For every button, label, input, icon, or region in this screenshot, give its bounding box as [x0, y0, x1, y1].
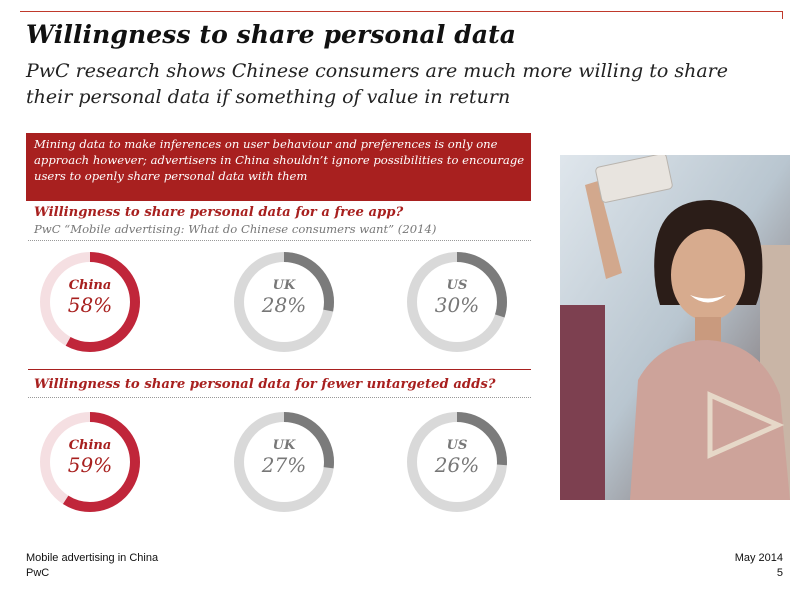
donut-china-free-app: [40, 252, 140, 352]
section-1-divider: [28, 240, 531, 241]
footer-left: Mobile advertising in China PwC: [26, 551, 158, 581]
donut-arc-us: [407, 412, 507, 512]
donut-label-uk-fewer-ads: UK 27%: [214, 438, 354, 477]
donut-value-uk-fewer-ads: 27%: [261, 453, 307, 477]
donut-value-uk-free-app: 28%: [261, 293, 307, 317]
donut-arc-china: [40, 412, 140, 512]
donut-label-china-fewer-ads: China 59%: [20, 438, 160, 477]
footer-date: May 2014: [734, 552, 783, 564]
photo-clothes-rack-left: [560, 305, 605, 500]
donut-arc-us: [407, 252, 507, 352]
page-title: Willingness to share personal data: [26, 20, 517, 49]
coat-hanger-icon: [707, 391, 785, 459]
photo-neck: [695, 317, 721, 343]
donut-country-us-fewer-ads: US: [446, 438, 468, 453]
donut-value-china-fewer-ads: 59%: [67, 453, 113, 477]
phone-icon: [595, 155, 673, 203]
donut-country-uk-fewer-ads: UK: [272, 438, 296, 453]
donut-label-uk-free-app: UK 28%: [214, 278, 354, 317]
donut-us-free-app: [407, 252, 507, 352]
selfie-photo: [560, 155, 790, 500]
section-1-source: PwC “Mobile advertising: What do Chinese…: [34, 222, 437, 236]
footer-report-name: Mobile advertising in China: [26, 552, 159, 564]
photo-arm: [585, 181, 622, 279]
donut-us-fewer-ads: [407, 412, 507, 512]
donut-value-us-free-app: 30%: [434, 293, 480, 317]
top-rule-tick: [782, 11, 783, 19]
donut-arc-uk: [234, 412, 334, 512]
donut-country-china-fewer-ads: China: [68, 438, 112, 453]
page-subtitle: PwC research shows Chinese consumers are…: [26, 60, 729, 108]
donut-label-china-free-app: China 58%: [20, 278, 160, 317]
top-rule: [20, 11, 783, 12]
donut-label-us-free-app: US 30%: [387, 278, 527, 317]
donut-arc-china: [40, 252, 140, 352]
section-2-title: Willingness to share personal data for f…: [34, 377, 496, 392]
photo-face: [671, 229, 745, 321]
callout-box: Mining data to make inferences on user b…: [26, 133, 531, 201]
section-2-divider: [28, 397, 531, 398]
donut-label-us-fewer-ads: US 26%: [387, 438, 527, 477]
donut-country-uk-free-app: UK: [272, 278, 296, 293]
section-2-top-rule: [28, 369, 531, 370]
photo-smile: [690, 295, 726, 303]
footer-company: PwC: [26, 567, 50, 579]
donut-country-us-free-app: US: [446, 278, 468, 293]
donut-value-us-fewer-ads: 26%: [434, 453, 480, 477]
donut-value-china-free-app: 58%: [67, 293, 113, 317]
donut-country-china-free-app: China: [68, 278, 112, 293]
donut-china-fewer-ads: [40, 412, 140, 512]
donut-uk-fewer-ads: [234, 412, 334, 512]
donut-arc-uk: [234, 252, 334, 352]
footer-right: May 2014 5: [735, 551, 783, 581]
footer-page-number: 5: [776, 567, 783, 579]
donut-uk-free-app: [234, 252, 334, 352]
section-1-title: Willingness to share personal data for a…: [34, 205, 404, 220]
